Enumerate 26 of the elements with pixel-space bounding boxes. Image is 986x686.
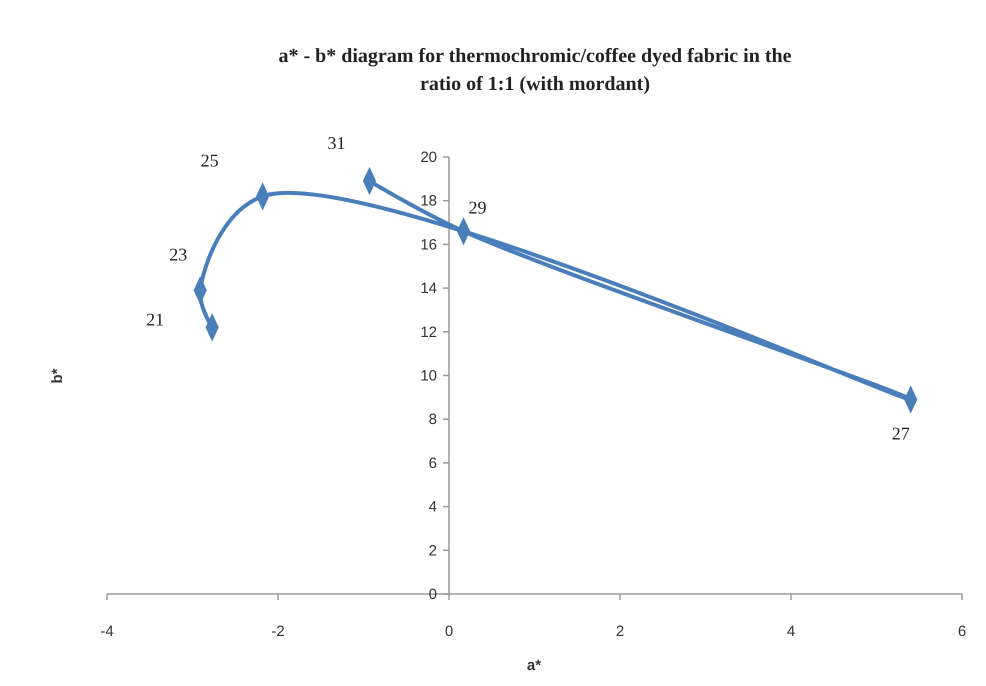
y-tick-label: 12	[420, 324, 437, 341]
x-axis-title: a*	[526, 657, 542, 674]
annotation: 25	[200, 150, 219, 170]
y-tick-label: 16	[420, 236, 437, 254]
annotation: 27	[892, 424, 910, 444]
chart-title: a* - b* diagram for thermochromic/coffee dyed fabric in the ratio of 1:1 (with mordant)	[278, 45, 792, 95]
x-tick-label: 4	[786, 623, 796, 640]
annotation: 29	[468, 197, 487, 218]
y-tick-label: 20	[420, 149, 437, 166]
y-tick-label: 2	[428, 542, 437, 560]
annotation: 23	[169, 244, 188, 264]
x-tick-label: -4	[100, 623, 114, 640]
annotation: 31	[327, 133, 346, 154]
y-tick-label: 8	[428, 411, 437, 428]
y-tick-label: 14	[420, 280, 437, 298]
y-axis-title: b*	[49, 368, 66, 384]
x-tick-label: 6	[958, 623, 966, 640]
x-tick-label: 0	[444, 623, 454, 640]
y-tick-label: 10	[420, 368, 437, 384]
annotation: 21	[146, 309, 164, 330]
y-tick-label: 4	[428, 498, 437, 516]
y-tick-label: 6	[428, 454, 437, 472]
x-tick-label: -2	[271, 623, 285, 640]
y-tick-label: 18	[420, 192, 437, 210]
x-tick-label: 2	[616, 623, 624, 640]
y-tick-label: 0	[428, 586, 437, 603]
